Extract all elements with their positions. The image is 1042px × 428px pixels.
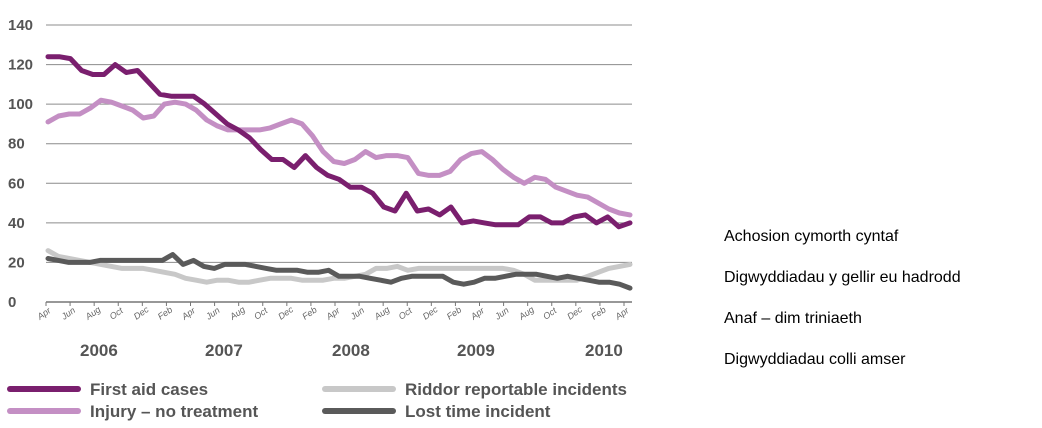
legend-label: First aid cases	[90, 380, 208, 399]
series-line-1	[45, 97, 633, 218]
x-tick-label: Jun	[203, 305, 221, 322]
series-line-3	[45, 252, 633, 291]
chart-series	[45, 54, 633, 291]
x-tick-label: Aug	[83, 304, 103, 322]
x-tick-label: Jun	[59, 305, 77, 322]
y-tick-label: 80	[8, 136, 25, 153]
y-axis: 0 20 40 60 80 100 120 140	[8, 17, 33, 311]
year-label: 2010	[585, 341, 623, 360]
y-tick-label: 140	[8, 17, 33, 34]
series-line-0	[45, 54, 633, 230]
x-tick-label: Aug	[227, 304, 247, 322]
x-tick-label: Apr	[613, 305, 632, 322]
x-tick-label: Aug	[516, 304, 536, 322]
x-tick-label: Jun	[492, 305, 510, 322]
y-tick-label: 120	[8, 57, 33, 74]
year-label: 2009	[457, 341, 495, 360]
x-tick-label: Jun	[348, 305, 366, 322]
x-tick-label: Feb	[300, 305, 318, 322]
x-tick-label: Feb	[156, 305, 174, 322]
welsh-label-reportable: Digwyddiadau y gellir eu hadrodd	[724, 269, 961, 286]
x-tick-label: Dec	[276, 304, 295, 322]
x-tick-label: Oct	[541, 305, 559, 322]
x-tick-label: Apr	[468, 305, 487, 322]
legend-label: Riddor reportable incidents	[405, 380, 627, 399]
x-tick-label: Feb	[445, 305, 463, 322]
x-tick-label: Apr	[324, 305, 343, 322]
y-tick-label: 40	[8, 215, 25, 232]
chart-gridlines	[46, 24, 632, 263]
y-tick-label: 100	[8, 96, 33, 113]
x-tick-label: Apr	[179, 305, 198, 322]
x-axis-month-labels: Apr Jun Aug Oct Dec Feb Apr Jun Aug Oct Dec Feb Apr J…	[35, 302, 632, 322]
x-tick-label: Dec	[421, 304, 440, 322]
x-tick-label: Oct	[252, 305, 270, 322]
x-tick-label: Feb	[589, 305, 607, 322]
x-tick-label: Aug	[372, 304, 392, 322]
welsh-label-injury: Anaf – dim triniaeth	[724, 310, 862, 327]
x-tick-label: Oct	[108, 305, 126, 322]
x-axis-year-labels: 2006 2007 2008 2009 2010	[80, 341, 623, 360]
y-tick-label: 60	[8, 175, 25, 192]
legend-label: Injury – no treatment	[90, 402, 258, 421]
x-tick-label: Apr	[35, 305, 54, 322]
x-tick-label: Dec	[132, 304, 151, 322]
chart-legend: First aid cases Riddor reportable inciden…	[7, 380, 627, 421]
legend-label: Lost time incident	[405, 402, 551, 421]
year-label: 2007	[205, 341, 243, 360]
welsh-label-lost-time: Digwyddiadau colli amser	[724, 351, 906, 368]
year-label: 2006	[80, 341, 118, 360]
y-tick-label: 0	[8, 294, 16, 311]
welsh-label-first-aid: Achosion cymorth cyntaf	[724, 228, 899, 245]
x-tick-label: Dec	[565, 304, 584, 322]
year-label: 2008	[332, 341, 370, 360]
y-tick-label: 20	[8, 254, 25, 271]
x-tick-label: Oct	[397, 305, 415, 322]
